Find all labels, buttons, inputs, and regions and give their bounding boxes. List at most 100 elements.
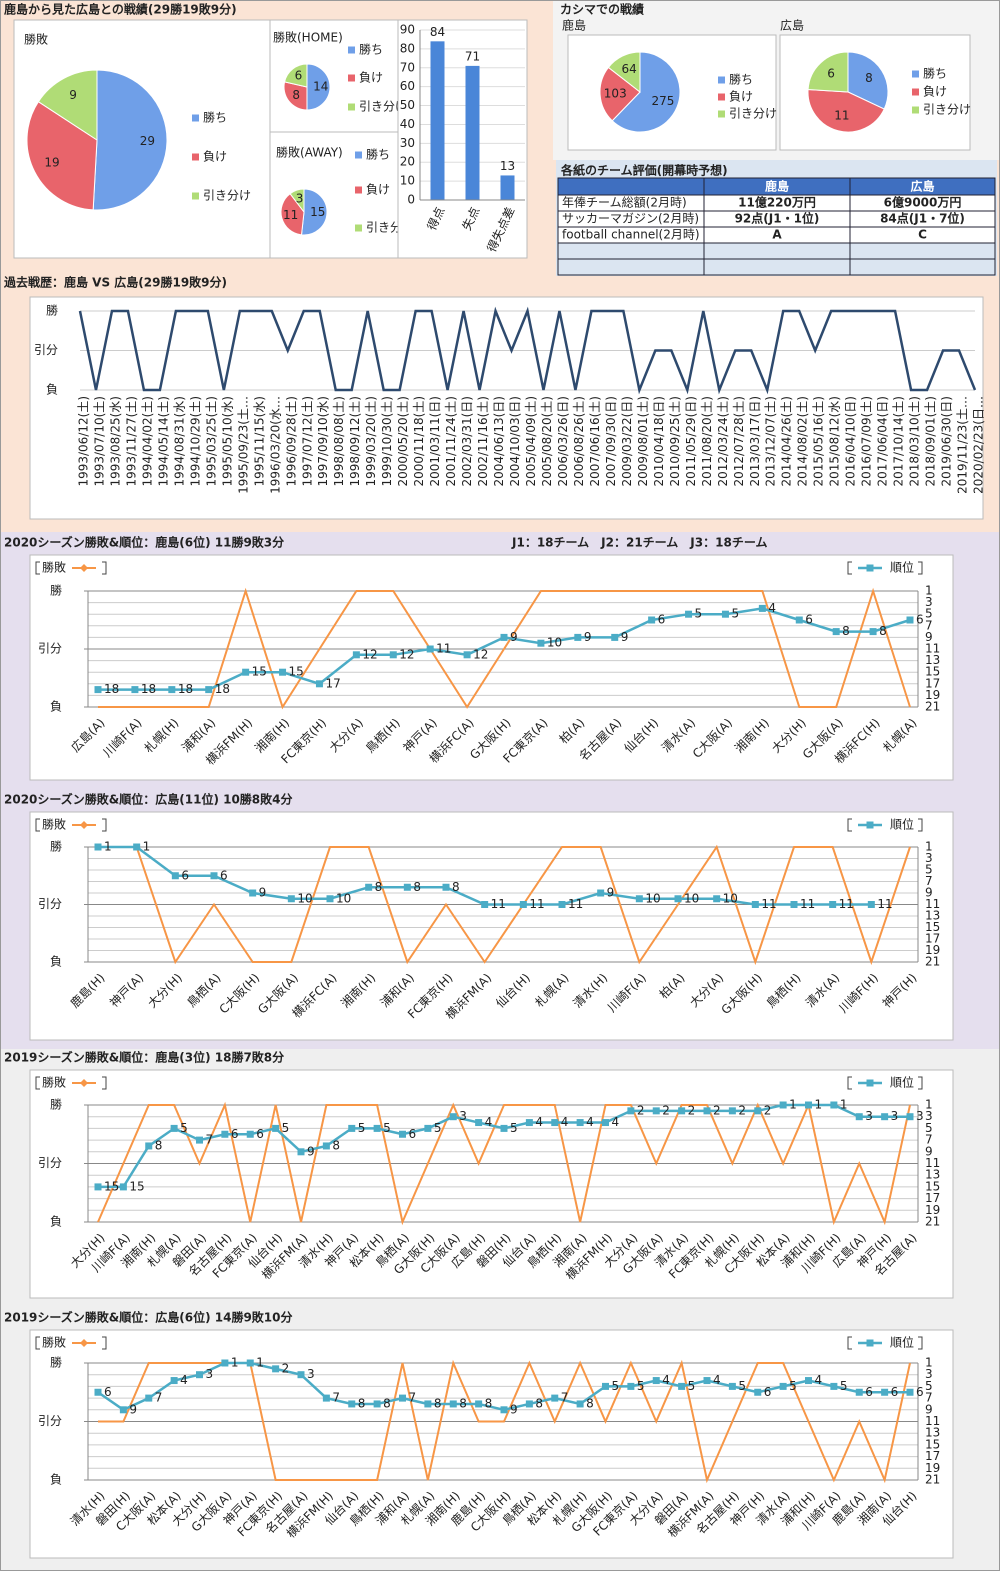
data-label: 103 [604, 86, 627, 100]
y-tick-label: 引分 [38, 897, 62, 911]
data-label: 6 [295, 69, 303, 83]
chart-box [29, 1069, 954, 1299]
rank-marker [678, 1382, 686, 1390]
rank-marker [574, 633, 582, 641]
data-label: 1 [840, 1098, 848, 1112]
data-label: 17 [325, 676, 340, 690]
data-label: 8 [865, 71, 873, 85]
y2-tick-label: 9 [925, 1402, 933, 1416]
rank-marker [779, 1382, 787, 1390]
table-cell: A [772, 228, 782, 242]
y2-tick-label: 21 [925, 700, 940, 714]
data-label: 18 [141, 682, 156, 696]
data-label: 8 [383, 1396, 391, 1410]
y2-tick-label: 13 [925, 1168, 940, 1182]
data-label: 15 [289, 665, 304, 679]
rank-marker [855, 1113, 863, 1121]
data-label: 4 [586, 1115, 594, 1129]
rank-marker [119, 1406, 127, 1414]
rank-marker [168, 686, 176, 694]
x-tick-label: 1995/11/15(水) [252, 396, 266, 487]
y2-tick-label: 7 [925, 874, 933, 888]
y2-tick-label: 21 [925, 1473, 940, 1487]
rank-marker [287, 895, 295, 903]
x-tick-label: 2004/06/13(日) [492, 396, 506, 487]
rank-marker [500, 1124, 508, 1132]
y2-tick-label: 3 [925, 1109, 933, 1123]
data-label: 71 [465, 49, 480, 63]
data-label: 8 [879, 624, 887, 638]
legend-label: 勝敗 [42, 1335, 66, 1350]
rank-marker [348, 1124, 356, 1132]
data-label: 6 [827, 66, 835, 80]
y-tick-label: 80 [400, 41, 415, 55]
data-label: 1 [815, 1098, 823, 1112]
data-label: 1 [104, 840, 112, 854]
y-tick-label: 勝 [50, 583, 62, 598]
x-tick-label: 1994/05/14(土) [156, 396, 170, 487]
data-label: 4 [815, 1373, 823, 1387]
data-label: 18 [104, 682, 119, 696]
data-label: 5 [434, 1121, 442, 1135]
rank-marker [463, 651, 471, 659]
legend-marker [866, 1339, 874, 1347]
y-tick-label: 60 [400, 79, 415, 93]
rank-marker [326, 895, 334, 903]
section-title: カシマでの戦績 [560, 2, 644, 17]
y-tick-label: 引分 [38, 1156, 62, 1170]
rank-marker [754, 1107, 762, 1115]
legend-bracket [847, 818, 852, 832]
data-label: 11 [568, 897, 583, 911]
rank-marker [754, 1388, 762, 1396]
rank-marker [196, 1371, 203, 1379]
data-label: 15 [104, 1179, 119, 1193]
rank-marker [652, 1377, 660, 1385]
data-label: 5 [789, 1379, 797, 1393]
table-cell: サッカーマガジン(2月時) [562, 212, 699, 226]
legend-swatch [355, 186, 362, 194]
data-label: 1 [256, 1356, 264, 1370]
rank-marker [426, 645, 434, 653]
data-label: 5 [738, 1379, 746, 1393]
y-tick-label: 負 [50, 700, 62, 714]
legend-label: 引き分け [203, 189, 251, 203]
pie-slice [92, 69, 168, 211]
data-label: 8 [586, 1396, 594, 1410]
y2-tick-label: 3 [925, 595, 933, 609]
y-tick-label: 引分 [34, 343, 58, 357]
y-tick-label: 70 [400, 60, 415, 74]
data-label: 6 [220, 868, 228, 882]
x-tick-label: 2010/04/18(日) [652, 396, 666, 487]
rank-marker [94, 1388, 102, 1396]
legend-bracket [102, 1076, 107, 1090]
rank-marker [648, 616, 656, 624]
x-tick-label: 2014/04/26(土) [780, 396, 794, 487]
data-label: 1 [231, 1356, 239, 1370]
y-tick-label: 0 [407, 193, 415, 207]
legend-label: 負け [359, 71, 383, 85]
y2-tick-label: 9 [925, 630, 933, 644]
data-label: 6 [865, 1385, 873, 1399]
y-tick-label: 負 [50, 1473, 62, 1487]
legend-label: 負け [729, 90, 753, 104]
data-label: 4 [485, 1115, 493, 1129]
x-tick-label: 2001/11/24(土) [444, 396, 458, 487]
legend-marker [80, 821, 88, 829]
y2-tick-label: 1 [925, 840, 933, 854]
legend-label: 負け [923, 85, 947, 99]
data-label: 11 [529, 897, 544, 911]
x-tick-label: 2019/06/30(日) [940, 396, 954, 487]
pie-slice [607, 51, 641, 94]
rank-marker [389, 651, 397, 659]
data-label: 10 [336, 891, 351, 905]
x-tick-label: 1999/03/20(土) [364, 396, 378, 487]
rank-marker [881, 1388, 889, 1396]
y2-tick-label: 19 [925, 943, 940, 957]
pie-slice [280, 192, 305, 236]
column-header: 広島 [910, 179, 934, 194]
chart-box [29, 296, 984, 520]
x-tick-label: 1993/11/27(土) [124, 396, 138, 487]
y-tick-label: 30 [400, 136, 415, 150]
legend-bracket [102, 1336, 107, 1350]
x-tick-label: 2006/08/26(土) [572, 396, 586, 487]
